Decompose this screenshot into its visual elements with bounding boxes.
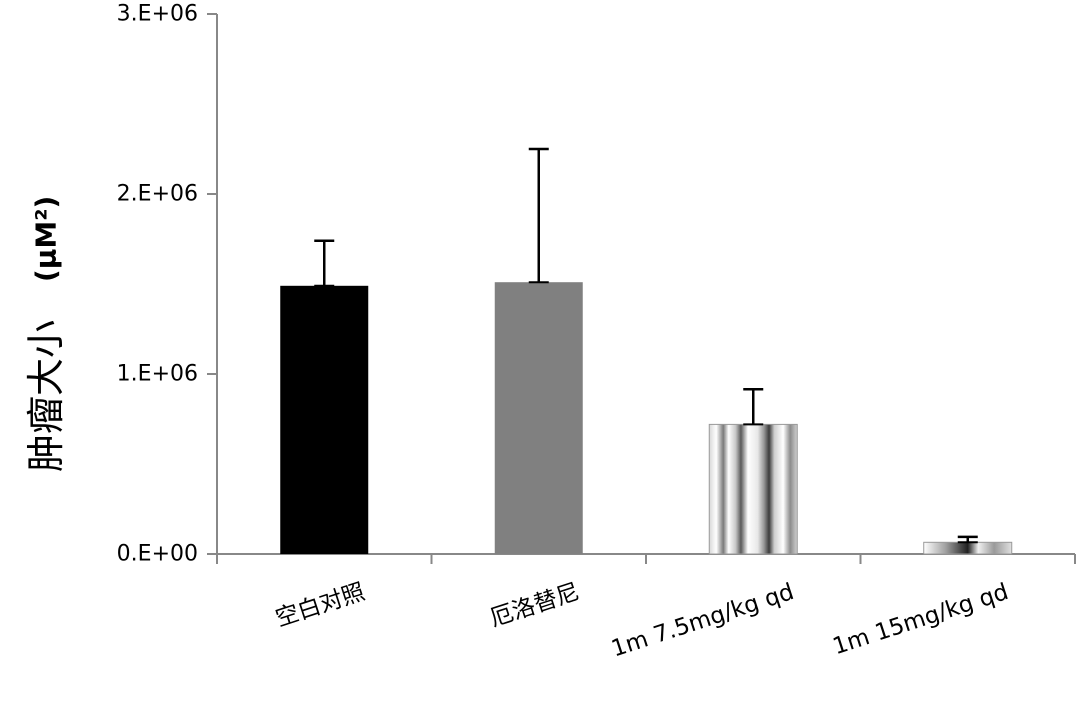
category-label: 厄洛替尼 — [487, 579, 583, 632]
y-axis-ticks: 0.E+00 1.E+06 2.E+06 3.E+06 — [117, 2, 217, 567]
x-axis-ticks — [216, 554, 1076, 564]
category-label: 1m 15mg/kg qd — [830, 579, 1012, 660]
y-axis-title-group: 肿瘤大小 (μM²) — [24, 196, 68, 472]
bar — [494, 282, 583, 554]
bar — [708, 423, 798, 555]
y-tick-label: 0.E+00 — [117, 542, 198, 567]
category-label: 空白对照 — [273, 579, 369, 632]
bar — [923, 541, 1013, 555]
y-axis-unit: (μM²) — [30, 196, 63, 282]
category-label: 1m 7.5mg/kg qd — [608, 579, 797, 662]
y-tick-label: 1.E+06 — [117, 362, 198, 387]
error-bars-group — [314, 147, 978, 544]
bars-group — [280, 282, 1013, 555]
y-tick-label: 2.E+06 — [117, 182, 198, 207]
bar — [280, 285, 369, 554]
category-labels: 空白对照 厄洛替尼 1m 7.5mg/kg qd 1m 15mg/kg qd — [273, 579, 1012, 662]
y-axis-title: 肿瘤大小 — [24, 320, 68, 472]
y-tick-label: 3.E+06 — [117, 2, 198, 27]
